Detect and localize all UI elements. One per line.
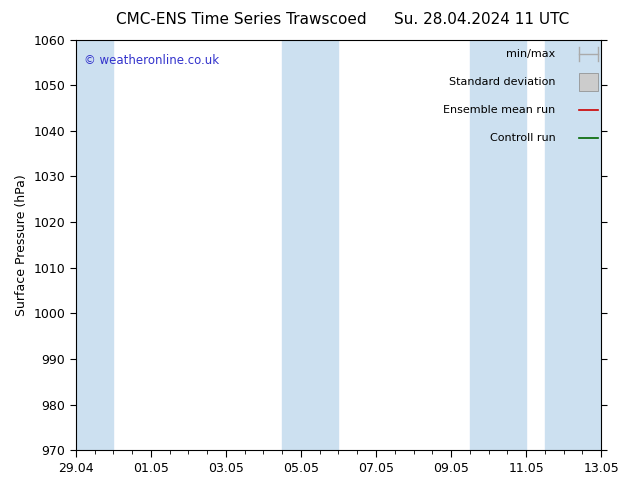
Bar bbox=[76, 40, 113, 450]
Bar bbox=[545, 40, 601, 450]
Text: min/max: min/max bbox=[506, 49, 555, 59]
Y-axis label: Surface Pressure (hPa): Surface Pressure (hPa) bbox=[15, 174, 28, 316]
Text: Ensemble mean run: Ensemble mean run bbox=[443, 105, 555, 115]
Text: Controll run: Controll run bbox=[489, 133, 555, 143]
Text: CMC-ENS Time Series Trawscoed: CMC-ENS Time Series Trawscoed bbox=[115, 12, 366, 27]
Bar bbox=[282, 40, 339, 450]
Text: Standard deviation: Standard deviation bbox=[449, 77, 555, 87]
Bar bbox=[470, 40, 526, 450]
Text: Su. 28.04.2024 11 UTC: Su. 28.04.2024 11 UTC bbox=[394, 12, 569, 27]
Text: © weatheronline.co.uk: © weatheronline.co.uk bbox=[84, 54, 219, 67]
Bar bbox=[579, 73, 598, 91]
